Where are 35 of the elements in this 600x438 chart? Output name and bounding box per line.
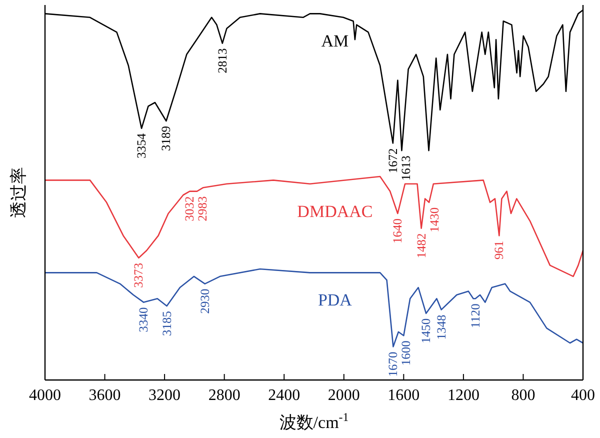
series-label: AM — [321, 32, 349, 51]
annotation: 3032 — [182, 196, 197, 222]
y-axis-title: 透过率 — [9, 167, 28, 218]
x-tick-label: 4000 — [29, 387, 61, 404]
annotation: 1613 — [398, 156, 413, 181]
series-label: DMDAAC — [297, 202, 373, 221]
x-tick-label: 2400 — [268, 387, 300, 404]
x-tick-label: 400 — [571, 387, 595, 404]
x-tick-label: 800 — [511, 387, 536, 404]
x-tick-label: 3600 — [88, 387, 121, 404]
annotation: 1120 — [468, 304, 482, 328]
annotation: 3354 — [134, 132, 149, 158]
annotation: 1600 — [399, 340, 414, 366]
x-tick-label: 2000 — [328, 387, 360, 404]
x-tick-label: 1600 — [388, 387, 420, 404]
annotation: 3340 — [136, 307, 151, 332]
x-tick-label: 1200 — [447, 387, 480, 404]
x-tick-label: 3200 — [148, 387, 181, 404]
annotation: 2983 — [196, 196, 210, 222]
annotation: 1640 — [390, 218, 405, 244]
annotation: 1450 — [419, 318, 434, 344]
series-label: PDA — [318, 290, 353, 310]
annotation: 1672 — [386, 148, 400, 174]
annotation: 1482 — [414, 233, 428, 258]
annotation: 2930 — [198, 288, 212, 314]
x-tick-label: 2800 — [208, 387, 240, 404]
annotation: 1348 — [434, 314, 448, 340]
annotation: 2813 — [215, 48, 230, 74]
x-axis-title: 波数/cm$^{-1}$ — [279, 410, 349, 432]
annotation: 1670 — [386, 352, 400, 377]
annotation: 3373 — [132, 262, 146, 288]
annotation: 1430 — [427, 207, 442, 232]
annotation: 3189 — [159, 126, 174, 151]
annotation: 3185 — [160, 311, 174, 336]
annotation: 961 — [492, 240, 506, 260]
